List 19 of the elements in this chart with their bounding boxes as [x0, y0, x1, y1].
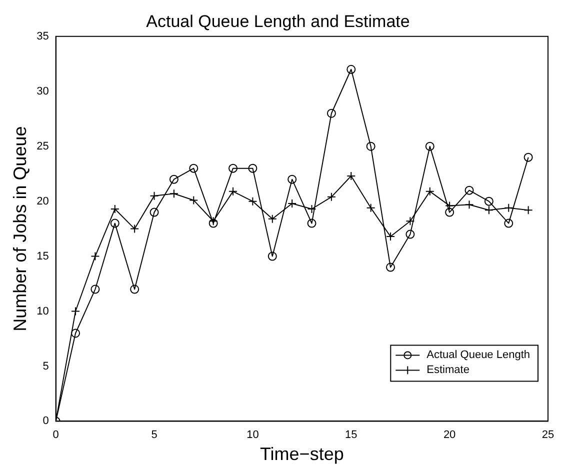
y-tick-label: 25	[36, 140, 49, 152]
x-tick-label: 25	[542, 428, 554, 441]
x-tick-label: 5	[151, 428, 158, 441]
x-tick-label: 15	[345, 428, 358, 441]
x-axis-title: Time−step	[260, 444, 344, 464]
y-tick-label: 30	[36, 85, 49, 98]
y-tick-label: 15	[36, 250, 49, 262]
legend-label: Actual Queue Length	[426, 349, 530, 362]
y-tick-label: 10	[36, 305, 49, 318]
x-tick-label: 20	[443, 428, 456, 441]
y-tick-label: 5	[42, 360, 49, 372]
x-tick-label: 10	[246, 428, 259, 441]
y-tick-label: 20	[36, 195, 49, 208]
x-tick-label: 0	[52, 428, 59, 441]
legend-label: Estimate	[426, 364, 470, 376]
y-axis-title: Number of Jobs in Queue	[10, 126, 30, 332]
y-tick-label: 0	[42, 415, 49, 428]
y-tick-label: 35	[36, 30, 49, 42]
chart-title: Actual Queue Length and Estimate	[146, 12, 410, 31]
